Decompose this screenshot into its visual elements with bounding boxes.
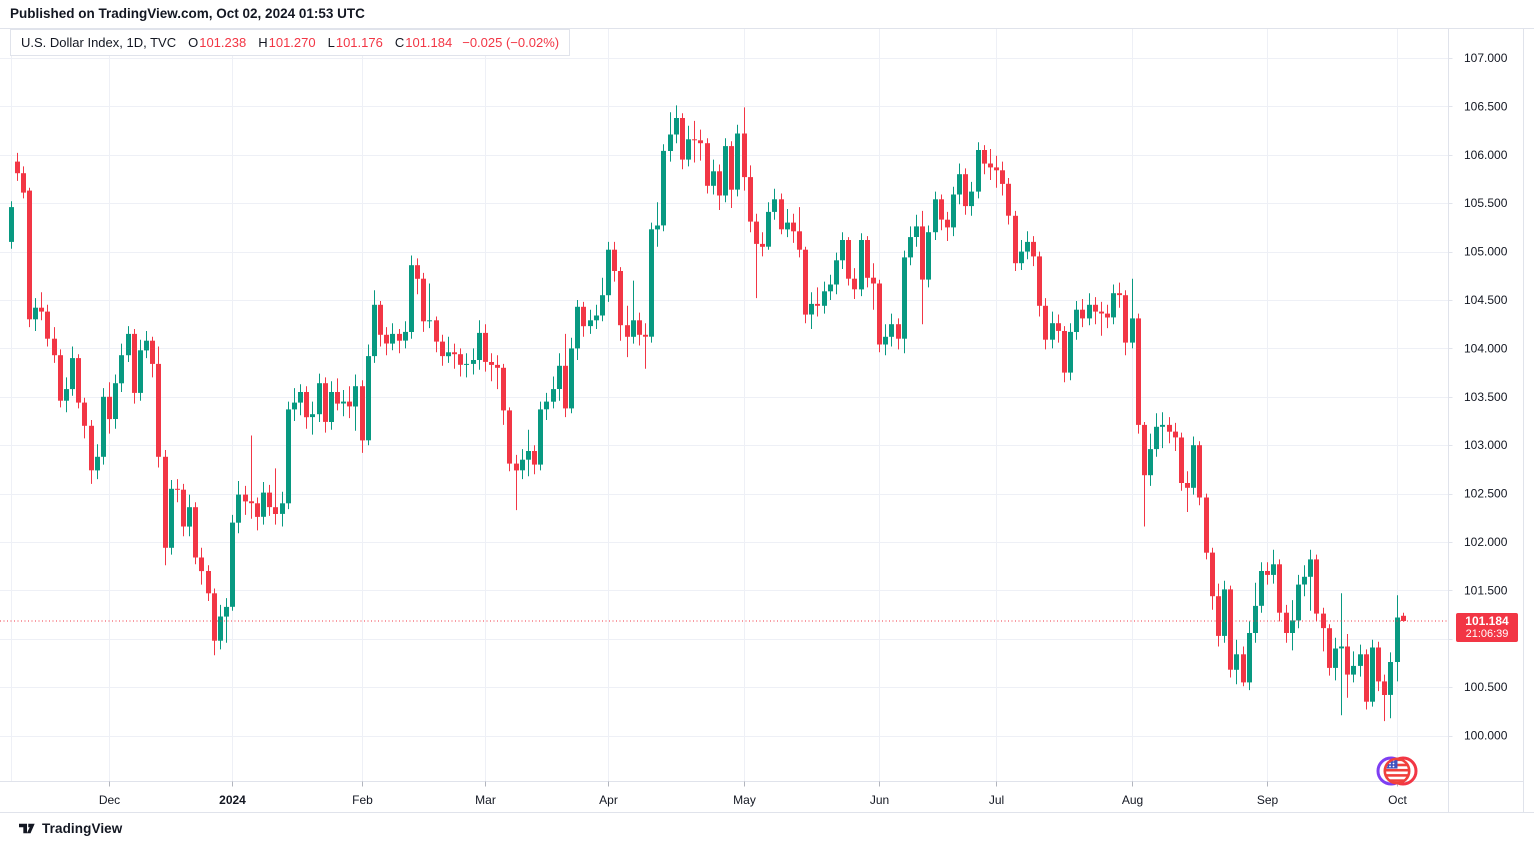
svg-text:105.000: 105.000: [1464, 245, 1508, 259]
svg-text:107.000: 107.000: [1464, 51, 1508, 65]
svg-text:May: May: [733, 793, 756, 807]
last-price: 101.184: [1465, 614, 1509, 628]
svg-text:100.000: 100.000: [1464, 729, 1508, 743]
close-label: C: [394, 35, 405, 50]
us-flag-symbol-icon: [1375, 749, 1419, 798]
bar-countdown: 21:06:39: [1465, 628, 1509, 640]
tradingview-wordmark[interactable]: TradingView: [42, 821, 123, 836]
candles: [9, 105, 1406, 722]
svg-text:104.000: 104.000: [1464, 341, 1508, 355]
svg-text:Feb: Feb: [352, 793, 373, 807]
svg-text:100.500: 100.500: [1464, 680, 1508, 694]
high-label: H: [258, 35, 268, 50]
open-value: 101.238: [199, 35, 247, 50]
attribution-bar: TradingView: [19, 821, 122, 836]
change-value: −0.025 (−0.02%): [462, 35, 560, 50]
low-label: L: [327, 35, 335, 50]
axis-ticks: [109, 58, 1453, 787]
svg-text:101.500: 101.500: [1464, 583, 1508, 597]
svg-text:104.500: 104.500: [1464, 293, 1508, 307]
svg-text:Apr: Apr: [599, 793, 618, 807]
legend: U.S. Dollar Index, 1D, TVC O101.238 H101.2…: [10, 29, 571, 56]
svg-text:102.000: 102.000: [1464, 535, 1508, 549]
axis-labels[interactable]: Dec 2024 Feb Mar Apr May Jun Jul Aug Sep Oct 107.00…: [99, 51, 1508, 807]
price-label: 101.184 21:06:39: [1456, 613, 1518, 642]
svg-text:Oct: Oct: [1388, 793, 1407, 807]
close-value: 101.184: [405, 35, 453, 50]
low-value: 101.176: [335, 35, 383, 50]
svg-text:106.500: 106.500: [1464, 99, 1508, 113]
svg-text:Aug: Aug: [1122, 793, 1143, 807]
svg-text:102.500: 102.500: [1464, 487, 1508, 501]
svg-text:Sep: Sep: [1257, 793, 1279, 807]
svg-text:Mar: Mar: [475, 793, 496, 807]
svg-text:106.000: 106.000: [1464, 148, 1508, 162]
published-note: Published on TradingView.com, Oct 02, 20…: [10, 6, 365, 21]
svg-text:Dec: Dec: [99, 793, 120, 807]
svg-text:105.500: 105.500: [1464, 196, 1508, 210]
open-label: O: [188, 35, 199, 50]
svg-text:103.000: 103.000: [1464, 438, 1508, 452]
symbol-title: U.S. Dollar Index, 1D, TVC: [21, 35, 177, 50]
svg-text:103.500: 103.500: [1464, 390, 1508, 404]
axis-borders: [0, 28, 1534, 813]
svg-text:Jul: Jul: [989, 793, 1004, 807]
high-value: 101.270: [268, 35, 316, 50]
svg-text:2024: 2024: [219, 793, 246, 807]
tradingview-logo-icon: [19, 823, 35, 834]
svg-text:Jun: Jun: [870, 793, 889, 807]
